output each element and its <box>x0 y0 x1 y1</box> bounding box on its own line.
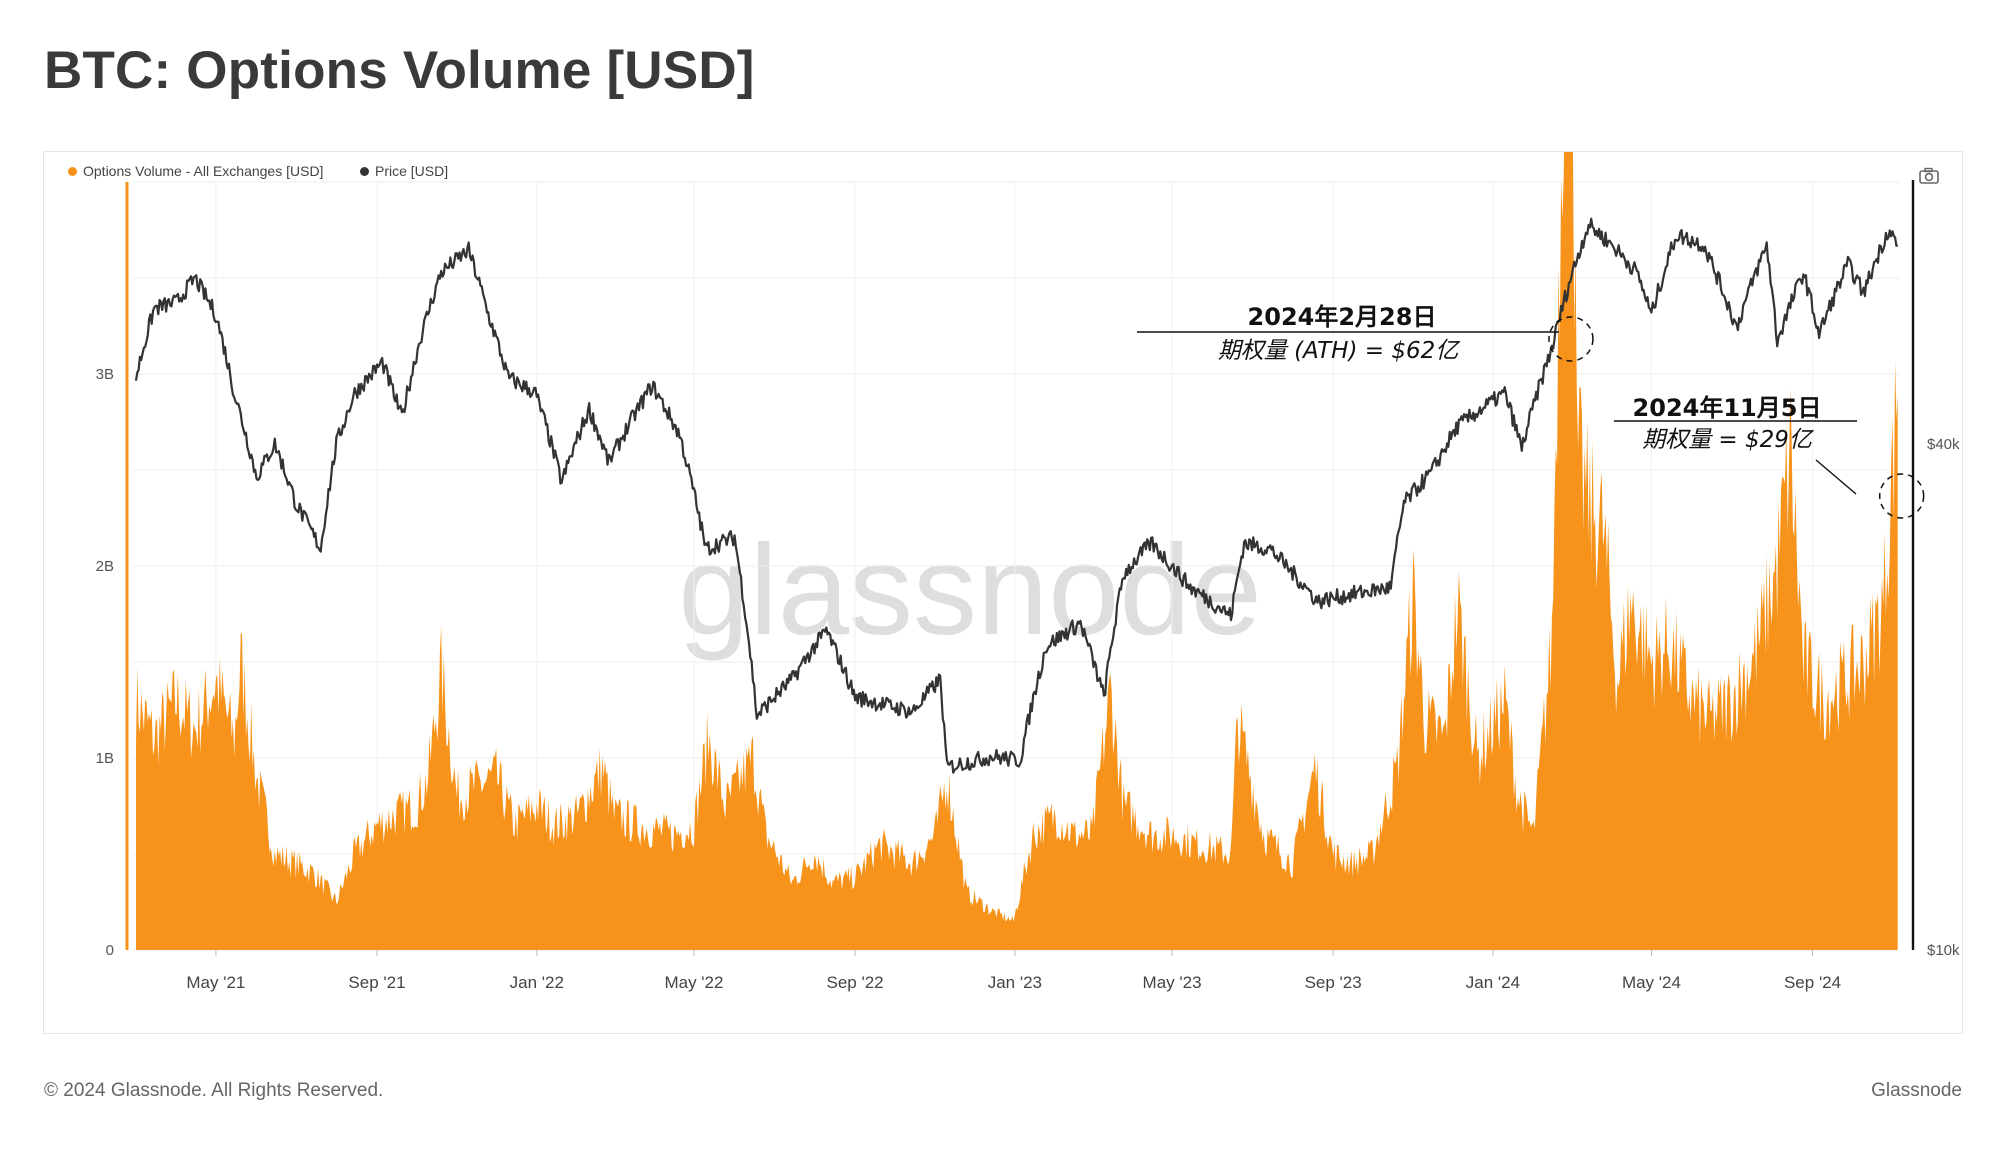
brand-link[interactable]: Glassnode <box>1871 1080 1962 1101</box>
y-right-tick-label: $40k <box>1927 436 1960 453</box>
price-line <box>134 217 1899 774</box>
legend-label-volume: Options Volume - All Exchanges [USD] <box>83 163 324 179</box>
chart: glassnode 0 1B 2B 3B $10k $40k May '21 Sep '21 J… <box>96 152 1960 992</box>
annotation-circle-ath <box>1548 316 1594 362</box>
axes: 0 1B 2B 3B $10k $40k May '21 Sep '21 Jan '22 May … <box>96 180 1960 992</box>
watermark: glassnode <box>678 519 1262 662</box>
page-title: BTC: Options Volume [USD] <box>44 41 755 100</box>
x-tick-label: Sep '21 <box>348 973 405 992</box>
y-left-tick-label: 0 <box>106 942 114 959</box>
annotation-pointer-latest <box>1815 459 1857 495</box>
copyright-text: © 2024 Glassnode. All Rights Reserved. <box>44 1080 384 1101</box>
chart-panel: glassnode 0 1B 2B 3B $10k $40k May '21 Sep '21 J… <box>43 151 1963 1034</box>
x-tick-label: May '23 <box>1143 973 1202 992</box>
x-tick-label: Sep '23 <box>1305 973 1362 992</box>
annotation-date-latest: 2024年11月5日 <box>1633 394 1822 422</box>
x-tick-label: Sep '22 <box>827 973 884 992</box>
x-tick-label: Jan '22 <box>510 973 564 992</box>
y-left-tick-label: 1B <box>96 750 114 767</box>
legend-label-price: Price [USD] <box>375 163 449 179</box>
volume-area <box>136 152 1898 950</box>
x-tick-label: Sep '24 <box>1784 973 1841 992</box>
legend-dot-volume <box>68 166 77 176</box>
y-left-tick-label: 2B <box>96 558 114 575</box>
x-tick-label: May '21 <box>186 973 245 992</box>
y-right-tick-label: $10k <box>1927 942 1960 959</box>
y-left-tick-label: 3B <box>96 366 114 383</box>
x-tick-label: May '22 <box>664 973 723 992</box>
camera-icon[interactable] <box>1918 166 1940 186</box>
grid <box>133 181 1899 951</box>
annotation-date-ath: 2024年2月28日 <box>1248 303 1437 331</box>
legend-item-price[interactable]: Price [USD] <box>360 163 448 179</box>
volume-series <box>136 152 1898 950</box>
x-tick-label: Jan '24 <box>1466 973 1520 992</box>
price-series <box>134 217 1899 774</box>
annotation-circle-latest <box>1878 473 1925 519</box>
legend-dot-price <box>360 166 369 176</box>
x-tick-label: Jan '23 <box>988 973 1042 992</box>
x-tick-label: May '24 <box>1622 973 1681 992</box>
annotation-value-latest: 期权量 = $29亿 <box>1642 427 1815 453</box>
annotation-value-ath: 期权量 (ATH) = $62亿 <box>1218 338 1461 364</box>
legend-item-volume[interactable]: Options Volume - All Exchanges [USD] <box>68 163 323 179</box>
